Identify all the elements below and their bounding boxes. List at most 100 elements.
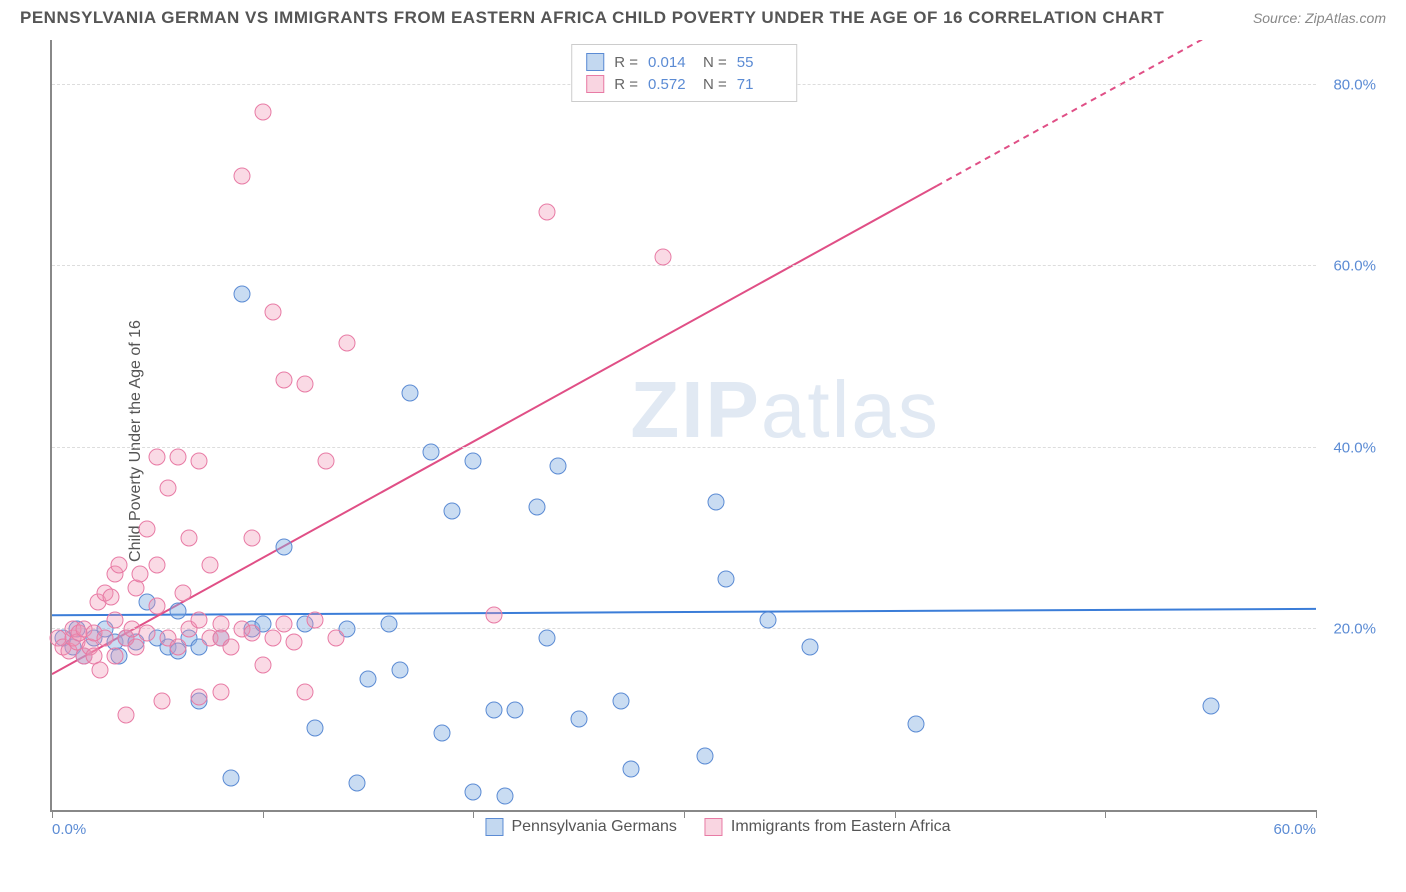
data-point [117,706,134,723]
data-point [111,557,128,574]
data-point [296,376,313,393]
data-point [92,661,109,678]
data-point [191,453,208,470]
stats-box: R = 0.014 N = 55 R = 0.572 N = 71 [571,44,797,102]
gridline [52,265,1316,266]
x-tick [1105,810,1106,818]
regression-lines [52,40,1316,810]
data-point [570,711,587,728]
data-point [254,104,271,121]
data-point [107,648,124,665]
data-point [265,303,282,320]
data-point [233,167,250,184]
data-point [170,638,187,655]
data-point [153,693,170,710]
data-point [444,503,461,520]
data-point [338,335,355,352]
gridline [52,447,1316,448]
plot-area: ZIPatlas R = 0.014 N = 55 R = 0.572 N = … [50,40,1316,812]
data-point [486,607,503,624]
data-point [223,638,240,655]
y-tick-label: 40.0% [1333,439,1376,456]
data-point [296,684,313,701]
swatch-pink-icon [586,75,604,93]
x-tick-label: 0.0% [52,821,86,838]
data-point [465,783,482,800]
data-point [149,448,166,465]
data-point [159,480,176,497]
stats-row-blue: R = 0.014 N = 55 [586,51,782,73]
data-point [254,657,271,674]
data-point [718,571,735,588]
legend-item-pink: Immigrants from Eastern Africa [705,818,951,836]
x-tick [263,810,264,818]
data-point [907,715,924,732]
data-point [102,589,119,606]
data-point [223,770,240,787]
chart-container: Child Poverty Under the Age of 16 ZIPatl… [50,40,1386,842]
data-point [191,688,208,705]
data-point [654,249,671,266]
data-point [486,702,503,719]
r-value: 0.572 [648,76,693,93]
data-point [697,747,714,764]
watermark-bold: ZIP [630,365,760,454]
data-point [307,720,324,737]
n-label: N = [703,54,727,71]
y-tick-label: 20.0% [1333,620,1376,637]
data-point [170,602,187,619]
data-point [349,774,366,791]
chart-source: Source: ZipAtlas.com [1253,10,1386,26]
data-point [96,629,113,646]
r-label: R = [614,54,638,71]
data-point [423,444,440,461]
x-tick-label: 60.0% [1273,821,1316,838]
swatch-blue-icon [586,53,604,71]
data-point [1202,697,1219,714]
legend-label: Pennsylvania Germans [511,818,676,836]
data-point [170,448,187,465]
data-point [381,616,398,633]
stats-row-pink: R = 0.572 N = 71 [586,73,782,95]
data-point [233,285,250,302]
r-value: 0.014 [648,54,693,71]
legend: Pennsylvania Germans Immigrants from Eas… [485,818,950,836]
data-point [549,457,566,474]
y-tick-label: 60.0% [1333,258,1376,275]
data-point [391,661,408,678]
data-point [149,598,166,615]
x-tick [473,810,474,818]
n-value: 71 [737,76,782,93]
data-point [623,761,640,778]
data-point [275,539,292,556]
data-point [275,371,292,388]
data-point [528,498,545,515]
n-value: 55 [737,54,782,71]
data-point [612,693,629,710]
x-tick [1316,810,1317,818]
watermark: ZIPatlas [630,364,939,456]
data-point [212,684,229,701]
data-point [275,616,292,633]
legend-label: Immigrants from Eastern Africa [731,818,951,836]
data-point [433,725,450,742]
data-point [191,611,208,628]
data-point [138,521,155,538]
r-label: R = [614,76,638,93]
x-tick [895,810,896,818]
data-point [107,611,124,628]
data-point [132,566,149,583]
data-point [507,702,524,719]
data-point [465,453,482,470]
x-tick [684,810,685,818]
chart-header: PENNSYLVANIA GERMAN VS IMMIGRANTS FROM E… [0,0,1406,32]
data-point [174,584,191,601]
swatch-blue-icon [485,818,503,836]
y-tick-label: 80.0% [1333,77,1376,94]
data-point [707,494,724,511]
data-point [244,530,261,547]
data-point [244,625,261,642]
x-tick [52,810,53,818]
data-point [138,625,155,642]
data-point [307,611,324,628]
